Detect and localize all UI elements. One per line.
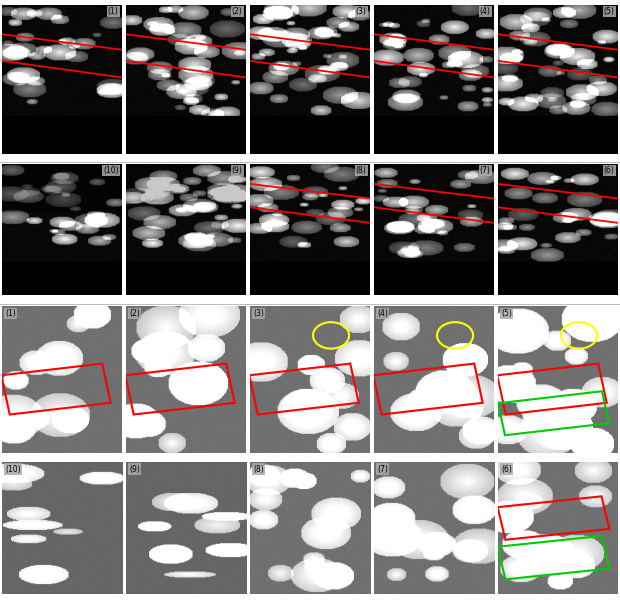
Bar [373, 364, 483, 415]
Text: (1): (1) [108, 7, 118, 16]
Text: (8): (8) [356, 166, 366, 175]
Text: (7): (7) [378, 464, 388, 473]
Text: (9): (9) [232, 166, 242, 175]
Bar [1, 364, 111, 415]
Text: (9): (9) [130, 464, 140, 473]
Text: (5): (5) [604, 7, 614, 16]
Text: (6): (6) [604, 166, 614, 175]
Text: (8): (8) [254, 464, 264, 473]
Text: (7): (7) [480, 166, 490, 175]
Text: (10): (10) [6, 464, 21, 473]
Text: (4): (4) [378, 309, 388, 318]
Text: (1): (1) [6, 309, 16, 318]
Text: (2): (2) [232, 7, 242, 16]
Bar [249, 364, 359, 415]
Text: (3): (3) [254, 309, 264, 318]
Text: (2): (2) [130, 309, 140, 318]
Bar [498, 391, 609, 435]
Bar [498, 496, 609, 540]
Bar [125, 364, 235, 415]
Text: (10): (10) [103, 166, 118, 175]
Text: (3): (3) [356, 7, 366, 16]
Bar [498, 536, 609, 580]
Text: (6): (6) [502, 464, 512, 473]
Text: (4): (4) [480, 7, 490, 16]
Bar [497, 364, 607, 415]
Text: (5): (5) [502, 309, 512, 318]
